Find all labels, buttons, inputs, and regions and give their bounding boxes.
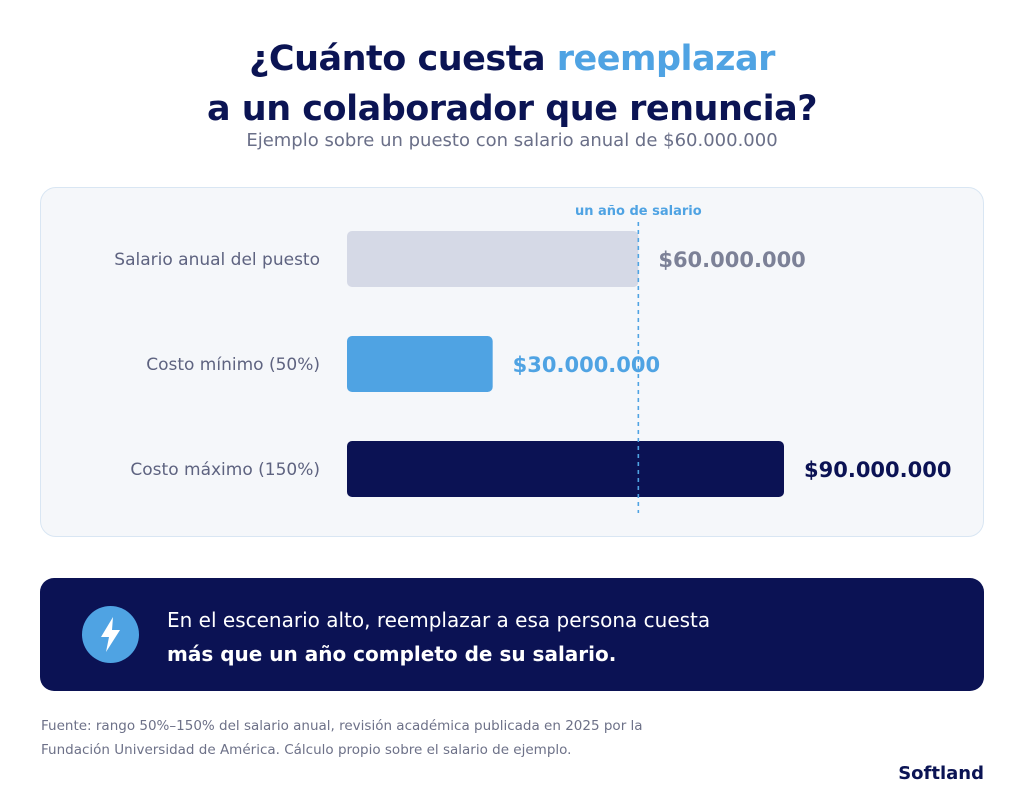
lightning-icon <box>82 606 139 663</box>
bar-chart: Salario anual del puesto $60.000.000 Costo… <box>114 204 951 513</box>
source-note: Fuente: rango 50%–150% del salario anual… <box>41 714 741 762</box>
callout-text-line-1: En el escenario alto, reemplazar a esa p… <box>167 608 711 632</box>
bar <box>347 231 639 287</box>
callout-text-line-2: más que un año completo de su salario. <box>167 642 617 666</box>
bar <box>347 336 493 392</box>
page-title: ¿Cuánto cuesta reemplazar a un colaborad… <box>0 34 1024 134</box>
callout-banner: En el escenario alto, reemplazar a esa p… <box>40 578 984 691</box>
bar <box>347 441 784 497</box>
title-line-2: a un colaborador que renuncia? <box>206 89 818 129</box>
data-label: $90.000.000 <box>804 458 951 482</box>
reference-line-label: un año de salario <box>575 204 702 219</box>
chart-panel: Salario anual del puesto $60.000.000 Costo… <box>40 187 984 537</box>
category-label: Costo mínimo (50%) <box>146 355 320 375</box>
data-label: $30.000.000 <box>513 353 660 377</box>
data-label: $60.000.000 <box>658 248 805 272</box>
page-subtitle: Ejemplo sobre un puesto con salario anua… <box>246 130 778 151</box>
category-label: Costo máximo (150%) <box>130 460 320 480</box>
title-line-1: ¿Cuánto cuesta reemplazar <box>0 34 1024 84</box>
source-line-1: Fuente: rango 50%–150% del salario anual… <box>41 718 643 734</box>
source-line-2: Fundación Universidad de América. Cálcul… <box>41 742 572 758</box>
category-label: Salario anual del puesto <box>114 250 320 270</box>
title-part-1: ¿Cuánto cuesta <box>249 39 557 79</box>
title-accent: reemplazar <box>556 39 776 79</box>
brand-logo: Softland <box>898 763 984 784</box>
